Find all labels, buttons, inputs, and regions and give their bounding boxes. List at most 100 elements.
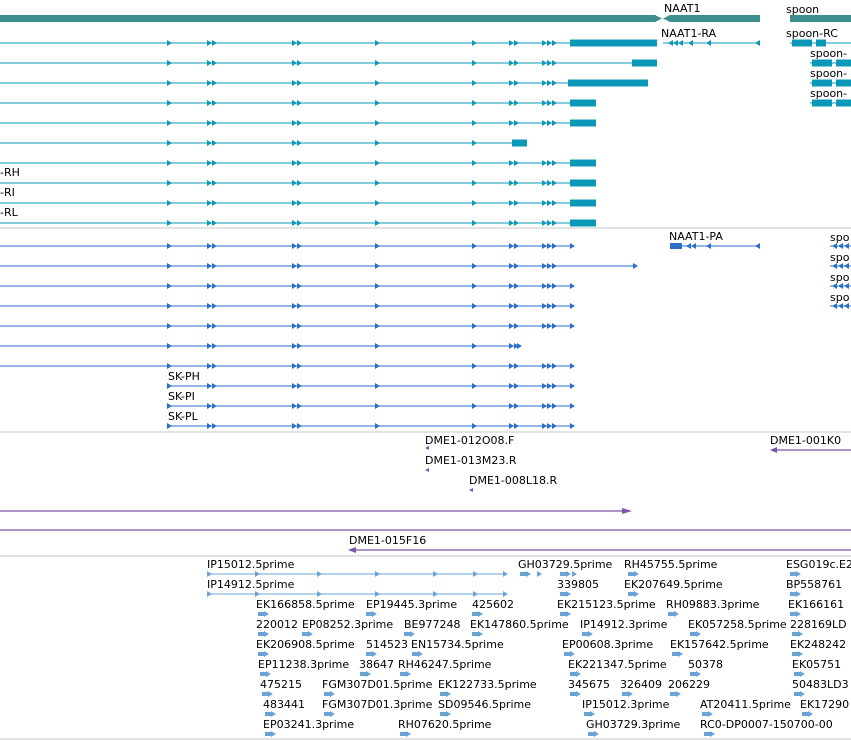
clone-marker-015f16[interactable] [348, 547, 356, 553]
protein-label-sk-pl[interactable]: SK-PL [168, 410, 199, 423]
est-label[interactable]: 425602 [472, 598, 514, 611]
transcript-label-naat1-ra[interactable]: NAAT1-RA [661, 27, 717, 40]
est-label[interactable]: AT20411.5prime [700, 698, 791, 711]
protein-label-spo-2[interactable]: spo [830, 251, 850, 264]
transcript-label-rh[interactable]: -RH [0, 166, 20, 179]
est-label[interactable]: ESG019c.E2 [786, 558, 851, 571]
est-label[interactable]: EK157642.5prime [670, 638, 769, 651]
est-label[interactable]: 50483LD3 [792, 678, 849, 691]
strand-arrow-right [509, 180, 514, 186]
transcript-label-spoon-rc[interactable]: spoon-RC [786, 27, 838, 40]
strand-arrow-right [264, 611, 269, 617]
est-label[interactable]: EK166161 [788, 598, 844, 611]
transcript-label-ri[interactable]: -RI [0, 186, 15, 199]
est-label[interactable]: EP00608.3prime [562, 638, 653, 651]
protein-label-spo-4[interactable]: spo [830, 291, 850, 304]
transcript-exon-spoon [842, 79, 851, 87]
clone-marker-012o08[interactable] [425, 446, 429, 450]
transcript-exon-spoon [812, 59, 832, 67]
est-label[interactable]: EK17290 [800, 698, 849, 711]
est-label[interactable]: 206229 [668, 678, 710, 691]
est-label[interactable]: RH46247.5prime [398, 658, 492, 671]
est-label[interactable]: RH09883.3prime [666, 598, 760, 611]
clone-label-012o08[interactable]: DME1-012O08.F [425, 434, 514, 447]
gene-bar-naat1[interactable] [670, 15, 760, 22]
est-label[interactable]: EN15734.5prime [411, 638, 504, 651]
est-label[interactable]: IP14912.3prime [580, 618, 668, 631]
est-label[interactable]: 514523 [366, 638, 408, 651]
strand-arrow-right [207, 571, 212, 577]
est-label[interactable]: IP14912.5prime [207, 578, 295, 591]
est-label[interactable]: EP08252.3prime [302, 618, 393, 631]
est-label[interactable]: FGM307D01.5prime [322, 678, 433, 691]
est-label[interactable]: FGM307D01.3prime [322, 698, 433, 711]
est-label[interactable]: 326409 [620, 678, 662, 691]
clone-marker-013m23[interactable] [425, 468, 429, 472]
strand-arrow-right [509, 303, 514, 309]
strand-arrow-right [542, 200, 547, 206]
est-label[interactable]: EK221347.5prime [568, 658, 667, 671]
est-label[interactable]: EK248242 [790, 638, 846, 651]
strand-arrow-right [292, 60, 297, 66]
clone-marker-001k0[interactable] [770, 447, 777, 453]
est-label[interactable]: EK207649.5prime [624, 578, 723, 591]
strand-arrow-right [207, 160, 212, 166]
strand-arrow-right [547, 263, 552, 269]
est-label[interactable]: EK215123.5prime [557, 598, 656, 611]
protein-label-spo-3[interactable]: spo [830, 271, 850, 284]
est-label[interactable]: GH03729.5prime [518, 558, 613, 571]
est-label[interactable]: RH07620.5prime [398, 718, 492, 731]
est-label[interactable]: 339805 [557, 578, 599, 591]
strand-arrow-right [297, 120, 302, 126]
est-label[interactable]: 50378 [688, 658, 723, 671]
est-label[interactable]: RC0-DP0007-150700-00 [700, 718, 833, 731]
clone-marker-008l18[interactable] [469, 488, 473, 492]
strand-arrow-right [418, 651, 423, 657]
est-label[interactable]: EP19445.3prime [366, 598, 457, 611]
est-label[interactable]: EP03241.3prime [263, 718, 354, 731]
est-feature [570, 692, 576, 696]
clone-track: DME1-012O08.F DME1-013M23.R DME1-008L18.… [0, 434, 851, 553]
gene-bar-spoon[interactable] [790, 15, 851, 22]
transcript-label-spoon-c[interactable]: spoon- [810, 67, 847, 80]
est-label[interactable]: IP15012.3prime [582, 698, 670, 711]
transcript-label-spoon-d[interactable]: spoon- [810, 87, 847, 100]
est-label[interactable]: 228169LD [790, 618, 847, 631]
clone-label-001k0[interactable]: DME1-001K0 [770, 434, 841, 447]
est-label[interactable]: EK122733.5prime [438, 678, 537, 691]
protein-label-sk-ph[interactable]: SK-PH [168, 370, 200, 383]
gene-bar-main[interactable] [0, 15, 655, 22]
clone-label-013m23[interactable]: DME1-013M23.R [425, 454, 517, 467]
clone-label-015f16[interactable]: DME1-015F16 [349, 534, 426, 547]
est-label[interactable]: EK206908.5prime [256, 638, 355, 651]
est-label[interactable]: EK166858.5prime [256, 598, 355, 611]
protein-label-sk-pi[interactable]: SK-PI [168, 390, 195, 403]
est-label[interactable]: 483441 [263, 698, 305, 711]
protein-label-naat1-pa[interactable]: NAAT1-PA [669, 230, 723, 243]
est-label[interactable]: RH45755.5prime [624, 558, 718, 571]
strand-arrow-right [509, 363, 514, 369]
clone-label-008l18[interactable]: DME1-008L18.R [469, 474, 557, 487]
est-label[interactable]: 345675 [568, 678, 610, 691]
transcript-label-spoon-b[interactable]: spoon- [810, 47, 847, 60]
strand-arrow-right [509, 160, 514, 166]
strand-arrow-right [472, 200, 477, 206]
strand-arrow-right [207, 180, 212, 186]
est-label[interactable]: EK057258.5prime [688, 618, 787, 631]
est-label[interactable]: EP11238.3prime [258, 658, 349, 671]
gene-label-naat1[interactable]: NAAT1 [664, 2, 700, 15]
protein-label-spo-1[interactable]: spo [830, 231, 850, 244]
est-label[interactable]: SD09546.5prime [438, 698, 531, 711]
est-label[interactable]: EK147860.5prime [470, 618, 569, 631]
est-label[interactable]: EK05751 [792, 658, 841, 671]
est-label[interactable]: IP15012.5prime [207, 558, 295, 571]
est-label[interactable]: 220012 [256, 618, 298, 631]
est-label[interactable]: GH03729.3prime [586, 718, 681, 731]
est-label[interactable]: 38647 [359, 658, 394, 671]
gene-label-spoon[interactable]: spoon [786, 3, 819, 16]
est-label[interactable]: BE977248 [404, 618, 461, 631]
transcript-label-rl[interactable]: -RL [0, 206, 19, 219]
est-label[interactable]: BP558761 [786, 578, 842, 591]
est-label[interactable]: 475215 [260, 678, 302, 691]
strand-arrow-right [473, 591, 478, 597]
